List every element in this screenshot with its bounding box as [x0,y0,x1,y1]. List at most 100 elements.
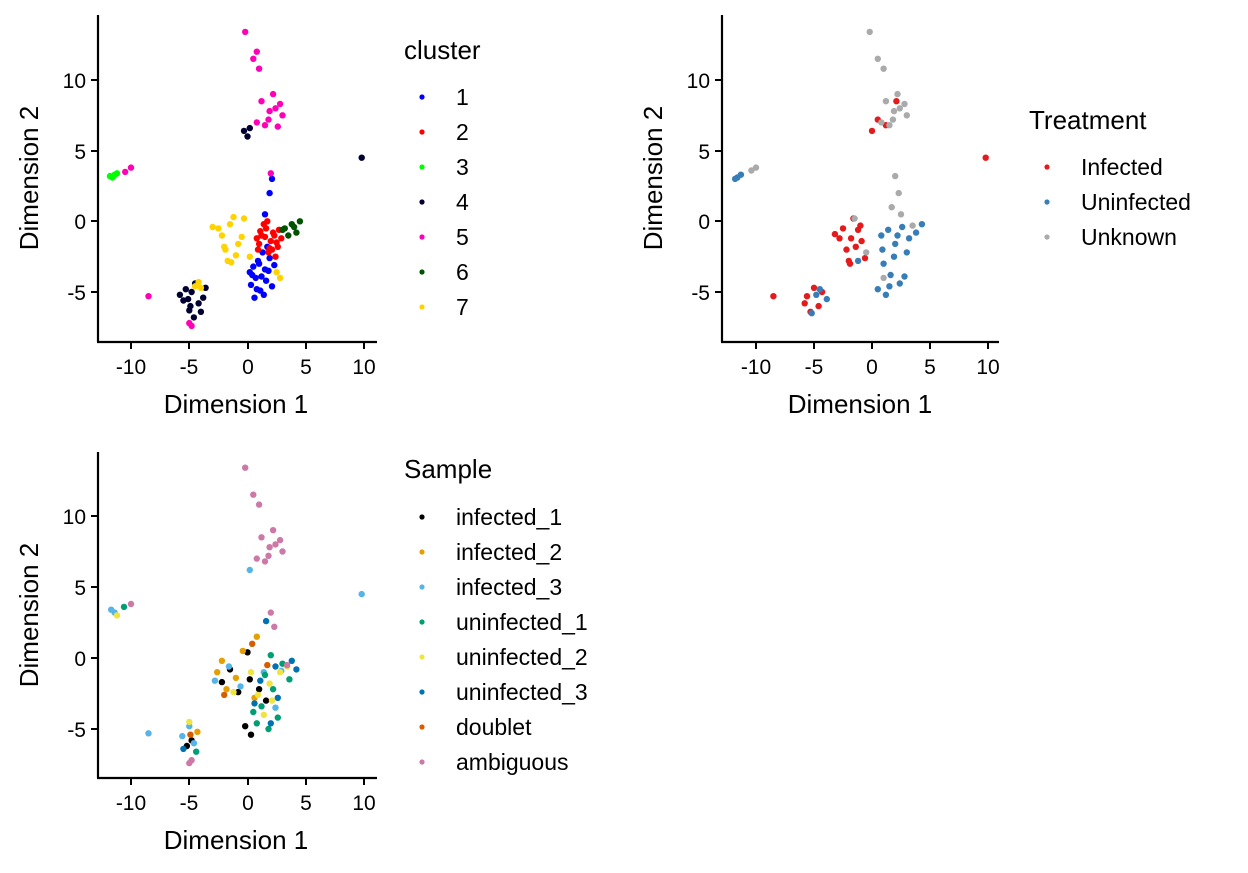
scatter-point [266,254,273,262]
scatter-point [886,283,893,290]
scatter-points-cluster [106,28,365,330]
scatter-point [882,291,890,298]
scatter-point [278,235,285,242]
scatter-point [261,558,269,565]
scatter-point [770,293,777,300]
scatter-point [901,273,908,280]
scatter-point [267,170,274,177]
scatter-point [253,119,260,126]
scatter-point [847,235,855,242]
scatter-point [890,253,898,260]
legend-key [419,619,425,625]
scatter-point [239,647,246,655]
x-axis-title: Dimension 1 [164,825,309,855]
legend-key [419,94,425,100]
panel-sample: -10 -5 0 5 10 -5 0 5 10 Dimension 1 Dime… [14,452,588,855]
scatter-point [288,657,295,664]
x-tick-label: 10 [976,356,999,379]
scatter-point [257,287,264,294]
scatter-point [271,261,278,269]
legend-key [419,234,425,240]
y-tick-label: 5 [74,577,86,600]
legend-label: ambiguous [456,749,569,775]
scatter-point [253,48,260,55]
x-tick-label: 0 [866,356,878,379]
legend-label: 2 [456,119,469,145]
scatter-point [276,536,284,544]
y-tick-label: 10 [63,506,86,529]
scatter-point [982,154,989,161]
scatter-point [267,720,274,727]
scatter-point [272,663,279,670]
scatter-point [188,288,195,296]
scatter-point [813,291,820,298]
scatter-point [186,759,193,767]
y-axis-title: Dimension 2 [14,543,44,688]
scatter-point [894,90,901,98]
legend-treatment: Infected Uninfected Unknown [1044,154,1191,250]
y-tick-label: 10 [687,70,710,93]
scatter-point [218,657,226,664]
scatter-point [279,548,286,555]
scatter-point [191,283,199,290]
scatter-point [261,233,269,241]
scatter-point [108,606,115,613]
legend-label: 6 [456,259,469,285]
legend-label: 3 [456,154,469,180]
scatter-point [909,222,916,229]
scatter-point [215,225,222,232]
scatter-point [232,252,240,259]
legend-label: infected_3 [456,574,562,600]
scatter-point [816,286,823,293]
scatter-point [894,232,901,239]
scatter-point [839,225,847,232]
scatter-point [253,235,260,242]
scatter-point [250,55,257,62]
scatter-point [260,711,267,718]
scatter-point [286,676,293,683]
scatter-point [279,226,286,233]
scatter-point [880,65,887,72]
legend-key [419,654,425,660]
scatter-point [293,666,300,673]
scatter-point [235,240,242,248]
scatter-point [253,555,260,562]
x-axis-title: Dimension 1 [164,389,309,419]
scatter-point [179,732,186,740]
scatter-point [250,708,257,716]
legend-label: uninfected_2 [456,644,588,670]
scatter-point [868,127,876,135]
scatter-point [187,302,194,310]
scatter-point [261,671,269,679]
y-tick-label: 0 [698,211,710,234]
y-tick-label: 0 [74,211,86,234]
scatter-point [257,677,264,684]
scatter-point [195,300,202,307]
scatter-point [843,246,850,253]
legend-title: Treatment [1029,105,1147,135]
scatter-point [244,133,251,140]
x-tick-label: -10 [116,356,146,379]
x-tick-label: 10 [352,356,375,379]
scatter-point [255,686,263,693]
scatter-point [193,748,200,755]
scatter-point [253,720,260,727]
y-tick-label: 10 [63,70,86,93]
scatter-point [863,249,870,256]
y-axis-title: Dimension 2 [638,106,668,251]
legend-key [419,514,425,520]
legend-label: 1 [456,84,469,110]
scatter-point [264,218,271,225]
legend-label: Unknown [1081,224,1177,250]
scatter-point [283,661,291,669]
scatter-point [255,65,263,72]
y-tick-label: -5 [67,719,86,742]
scatter-point [237,683,244,690]
scatter-point [823,295,830,303]
scatter-point [251,700,258,707]
scatter-point [187,731,194,738]
scatter-point [127,164,135,171]
x-axis-title: Dimension 1 [788,389,933,419]
legend-label: Uninfected [1081,189,1191,215]
